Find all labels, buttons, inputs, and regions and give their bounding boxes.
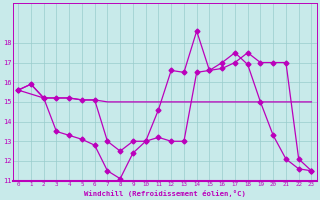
X-axis label: Windchill (Refroidissement éolien,°C): Windchill (Refroidissement éolien,°C) (84, 190, 246, 197)
